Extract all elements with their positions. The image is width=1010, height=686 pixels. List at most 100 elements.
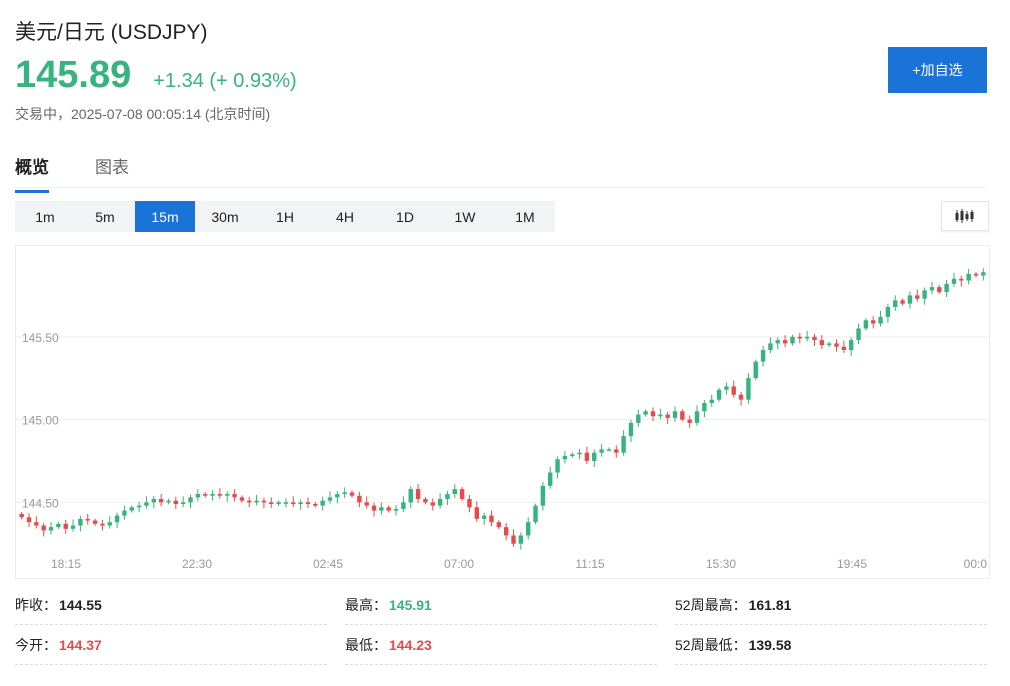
candle: [753, 359, 758, 381]
candle: [467, 495, 472, 513]
candle: [254, 494, 259, 506]
candle: [63, 519, 68, 534]
candle: [834, 339, 839, 352]
period-1w[interactable]: 1W: [454, 208, 476, 225]
candle: [650, 407, 656, 422]
candle: [841, 340, 847, 354]
candle: [658, 408, 663, 420]
chart-type-button[interactable]: [941, 201, 989, 231]
add-watchlist-button[interactable]: +加自选: [888, 47, 987, 93]
stat-label: 52周最高：: [675, 596, 747, 613]
candle: [672, 406, 678, 422]
candle: [452, 484, 457, 499]
stat-value: 144.23: [389, 636, 432, 653]
stat-prev-close: 昨收： 144.55: [15, 585, 327, 625]
candle: [900, 298, 905, 306]
candle: [885, 303, 891, 323]
candle: [570, 452, 575, 458]
candle: [871, 316, 876, 329]
candle: [239, 495, 245, 503]
period-1mo[interactable]: 1M: [515, 208, 535, 225]
candlestick-chart[interactable]: 144.50 145.00 145.50 18:15 22:30 02:45 07:00 11…: [16, 246, 989, 578]
candle: [893, 295, 898, 311]
candle: [724, 382, 729, 395]
stat-value: 144.55: [59, 596, 102, 613]
page-title: 美元/日元 (USDJPY): [15, 21, 208, 44]
candle: [114, 512, 120, 529]
candle: [496, 520, 502, 530]
stat-low: 最低： 144.23: [345, 625, 657, 665]
x-tick-label: 07:00: [444, 557, 474, 571]
candle: [188, 494, 193, 509]
candle: [819, 335, 825, 350]
period-15m[interactable]: 15m: [135, 201, 195, 232]
tab-overview[interactable]: 概览: [15, 153, 49, 193]
period-30m[interactable]: 30m: [211, 208, 239, 225]
candle: [878, 310, 883, 327]
candle: [702, 400, 707, 418]
candle: [518, 532, 524, 550]
candle: [525, 517, 531, 540]
candle: [584, 446, 590, 464]
candle: [694, 405, 700, 426]
x-tick-label: 19:45: [837, 557, 867, 571]
stat-52w-high: 52周最高： 161.81: [675, 585, 987, 625]
candle: [856, 323, 861, 345]
stat-label: 昨收：: [15, 596, 57, 613]
candle: [26, 513, 32, 528]
candle: [217, 488, 223, 499]
period-5m[interactable]: 5m: [95, 208, 115, 225]
stat-high: 最高： 145.91: [345, 585, 657, 625]
candle: [401, 496, 406, 512]
stat-label: 今开：: [15, 636, 57, 653]
candle: [386, 505, 391, 513]
candle: [437, 493, 443, 509]
candle: [503, 523, 509, 541]
candle: [636, 409, 641, 427]
candle: [716, 387, 722, 402]
period-1h[interactable]: 1H: [276, 208, 294, 225]
candle: [540, 481, 546, 511]
candle: [34, 516, 39, 529]
candle: [195, 489, 201, 502]
price-chart[interactable]: 144.50 145.00 145.50 18:15 22:30 02:45 07:00 11…: [15, 245, 990, 579]
candle: [78, 515, 83, 532]
candle: [19, 511, 24, 520]
candle: [768, 337, 773, 354]
stat-value: 139.58: [748, 636, 792, 653]
candlestick-icon: [955, 209, 974, 223]
candle: [709, 394, 714, 407]
candle: [959, 275, 964, 287]
candle: [173, 496, 179, 509]
candle: [320, 496, 325, 511]
period-1m[interactable]: 1m: [35, 208, 55, 225]
candle: [790, 334, 795, 346]
candle: [210, 490, 215, 501]
candle: [357, 491, 362, 508]
stat-open: 今开： 144.37: [15, 625, 327, 665]
candle: [56, 521, 61, 530]
candle: [562, 451, 568, 464]
current-price: 145.89: [15, 54, 132, 96]
candle: [826, 341, 832, 348]
candle: [548, 466, 553, 489]
candle: [628, 419, 634, 443]
candle: [738, 391, 744, 406]
candle: [92, 518, 98, 526]
tab-chart[interactable]: 图表: [95, 158, 129, 177]
stat-52w-low: 52周最低： 139.58: [675, 625, 987, 665]
stat-label: 最高：: [345, 596, 387, 613]
candle: [445, 491, 450, 505]
period-1d[interactable]: 1D: [396, 208, 414, 225]
candle: [298, 499, 303, 510]
candle: [929, 282, 935, 295]
candle: [247, 496, 252, 508]
candle: [731, 380, 736, 398]
candle: [812, 333, 817, 347]
period-4h[interactable]: 4H: [336, 208, 354, 225]
candle: [481, 512, 487, 525]
candle: [408, 486, 413, 509]
candle: [100, 519, 105, 531]
candle: [335, 491, 340, 504]
candle: [577, 448, 582, 460]
